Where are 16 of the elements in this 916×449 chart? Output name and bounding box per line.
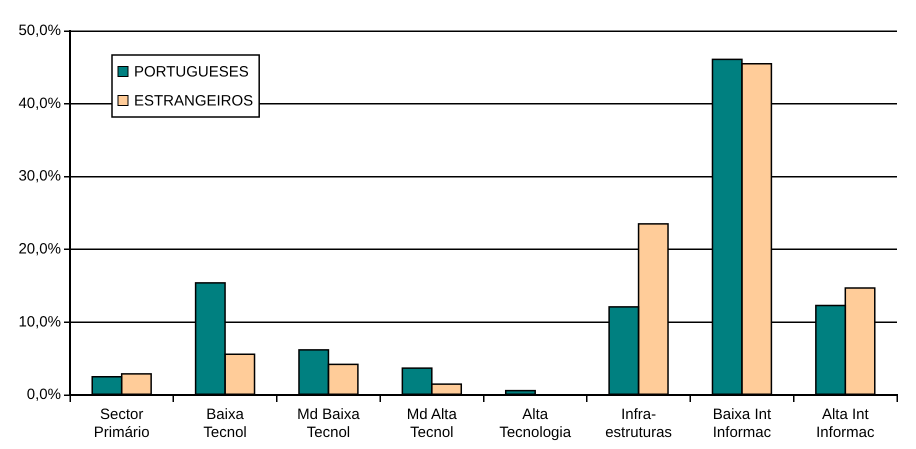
y-tick-label: 30,0% <box>18 168 61 185</box>
legend-label: PORTUGUESES <box>134 64 249 81</box>
y-tick-label: 40,0% <box>18 94 61 112</box>
x-tick-label: Alta Tecnologia <box>499 406 572 442</box>
x-tick-label: Alta Int Informac <box>816 406 875 442</box>
x-tick-label: Infra-estruturas <box>605 406 672 442</box>
x-tick-label: Baixa Tecnol <box>203 406 247 442</box>
x-tick-label: Md Alta Tecnol <box>406 406 458 442</box>
x-tick-label: Baixa Int Informac <box>712 406 772 442</box>
y-tick-label: 50,0% <box>18 22 61 40</box>
x-tick-label: Md Baixa Tecnol <box>297 406 360 442</box>
legend-label: ESTRANGEIROS <box>134 92 254 110</box>
x-tick-label: Sector Primário <box>94 406 150 442</box>
y-tick-label: 10,0% <box>18 313 61 330</box>
y-tick-label: 20,0% <box>18 240 61 258</box>
y-tick-label: 0,0% <box>26 386 61 404</box>
